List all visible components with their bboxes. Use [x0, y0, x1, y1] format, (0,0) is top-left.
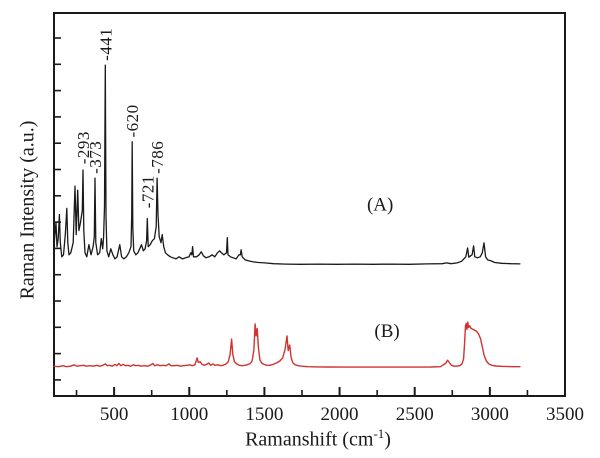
x-tick-label: 3500 [546, 404, 584, 425]
x-axis-title-text: Ramanshift (cm [245, 428, 374, 451]
plot-frame [53, 12, 566, 397]
x-tick-label: 3000 [471, 404, 509, 425]
spectrum-trace-b [53, 321, 521, 368]
x-tick-label: 2500 [396, 404, 434, 425]
x-tick-label: 500 [100, 404, 129, 425]
x-tick-label: 1500 [245, 404, 283, 425]
series-inline-labels: (A) (B) [367, 195, 400, 342]
x-tick-label: 1000 [170, 404, 208, 425]
x-tick-label: 2000 [321, 404, 359, 425]
peak-label-620: -620 [123, 104, 142, 137]
peak-label-293: -293 [74, 131, 93, 164]
peak-label-373: -373 [86, 141, 105, 174]
spectrum-trace-a [53, 64, 521, 265]
series-label-a: (A) [367, 195, 393, 216]
series-label-b: (B) [374, 321, 399, 342]
peak-label-786: -786 [148, 141, 167, 174]
x-axis-title-superscript: -1 [373, 426, 385, 441]
x-axis-title-close: ) [384, 428, 391, 451]
plot-frame-border [53, 12, 566, 397]
x-axis-tick-labels: 500 1000 1500 2000 2500 3000 3500 [100, 404, 584, 425]
y-axis-title: Raman Intensity (a.u.) [16, 120, 39, 300]
peak-label-721: -721 [138, 175, 157, 208]
peak-label-441: -441 [96, 28, 115, 61]
spectra-traces [53, 64, 521, 368]
peak-annotations: -293-373 -441 -620 -721-786 [74, 28, 167, 209]
x-axis-title: Ramanshift (cm-1) [245, 426, 391, 452]
